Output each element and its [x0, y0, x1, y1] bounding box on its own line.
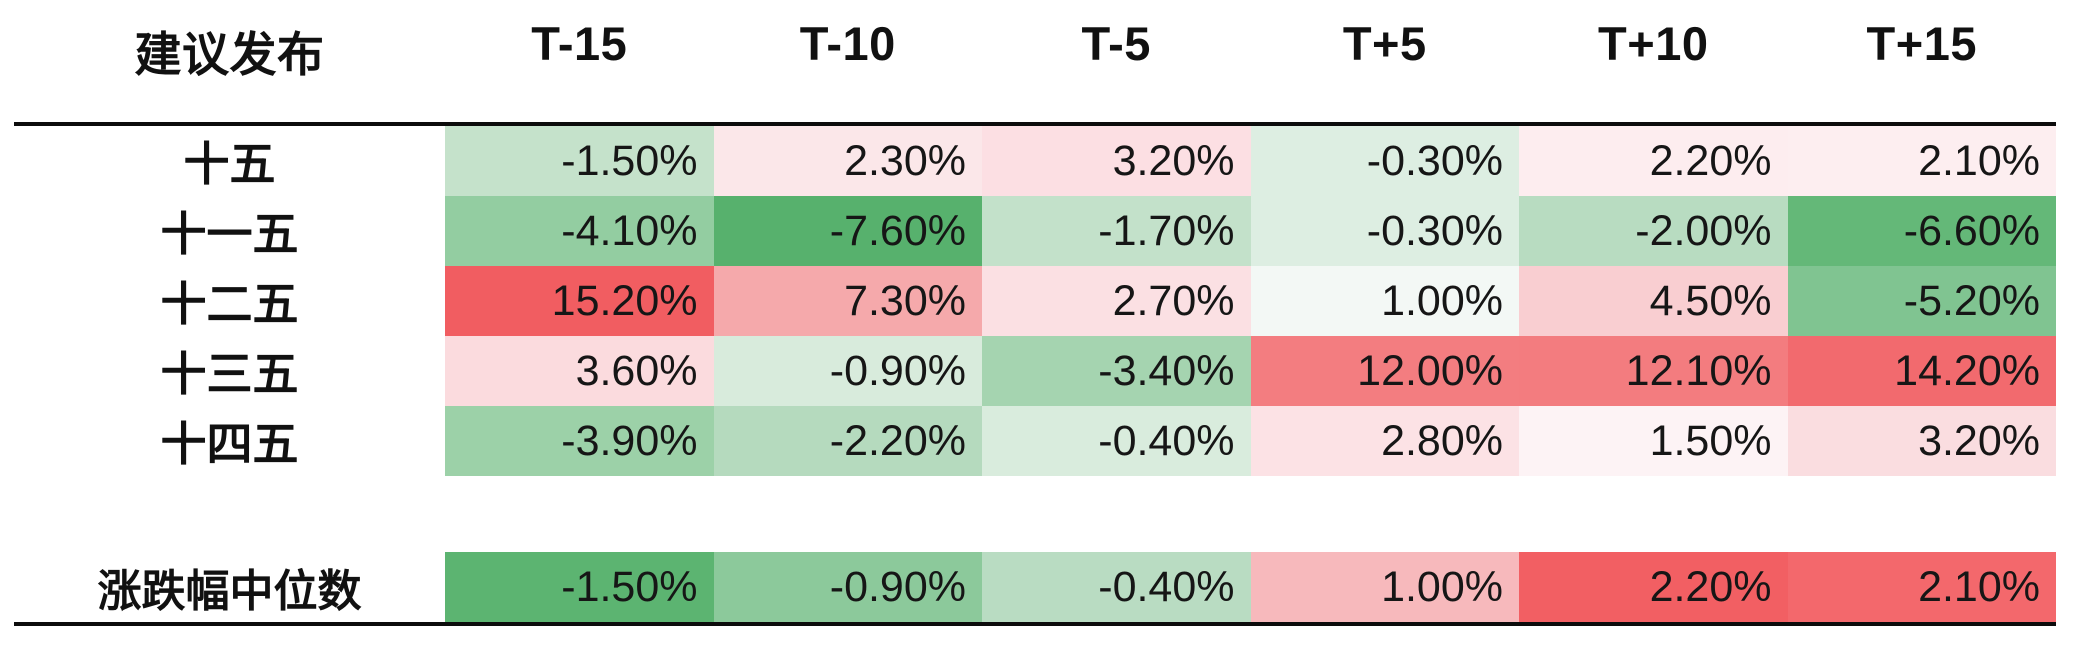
row-label: 十一五 [160, 208, 299, 260]
heatmap-cell: 1.00% [1250, 552, 1519, 622]
col-header-t-plus-15: T+15 [1866, 17, 1977, 70]
heatmap-cell: -1.70% [982, 196, 1251, 266]
table-row: 十三五 3.60% -0.90% -3.40% 12.00% 12.10% 14… [14, 336, 2056, 406]
heatmap-cell: -2.20% [713, 406, 982, 476]
heatmap-cell: -0.40% [982, 406, 1251, 476]
heatmap-cell: 2.80% [1250, 406, 1519, 476]
heatmap-cell: 2.20% [1519, 126, 1788, 196]
heatmap-cell: 15.20% [445, 266, 714, 336]
heatmap-cell: 14.20% [1787, 336, 2056, 406]
heatmap-cell: 2.30% [713, 126, 982, 196]
heatmap-cell: 7.30% [713, 266, 982, 336]
heatmap-cell: 3.20% [982, 126, 1251, 196]
heatmap-cell: -0.30% [1250, 126, 1519, 196]
col-header-t-minus-10: T-10 [799, 17, 896, 70]
heatmap-cell: -4.10% [445, 196, 714, 266]
row-label: 十二五 [160, 278, 299, 330]
heatmap-table: 建议发布 T-15 T-10 T-5 T+5 T+10 T+15 十五 -1.5… [14, 0, 2056, 626]
heatmap-cell: 12.00% [1250, 336, 1519, 406]
col-header-t-plus-10: T+10 [1598, 17, 1709, 70]
heatmap-cell: 3.60% [445, 336, 714, 406]
row-label: 十四五 [160, 418, 299, 470]
heatmap-cell: -3.40% [982, 336, 1251, 406]
heatmap-cell: 2.10% [1787, 552, 2056, 622]
heatmap-cell: -6.60% [1787, 196, 2056, 266]
heatmap-cell: -1.50% [445, 126, 714, 196]
spacer-row [14, 476, 2056, 552]
col-header-t-minus-5: T-5 [1081, 17, 1151, 70]
heatmap-cell: 3.20% [1787, 406, 2056, 476]
heatmap-cell: -3.90% [445, 406, 714, 476]
heatmap-cell: 12.10% [1519, 336, 1788, 406]
heatmap-cell: -2.00% [1519, 196, 1788, 266]
heatmap-cell: -0.40% [982, 552, 1251, 622]
median-row: 涨跌幅中位数 -1.50% -0.90% -0.40% 1.00% 2.20% … [14, 552, 2056, 626]
heatmap-cell: 2.70% [982, 266, 1251, 336]
heatmap-cell: -7.60% [713, 196, 982, 266]
table-row: 十一五 -4.10% -7.60% -1.70% -0.30% -2.00% -… [14, 196, 2056, 266]
heatmap-cell: -0.90% [713, 552, 982, 622]
heatmap-cell: 2.10% [1787, 126, 2056, 196]
table-row: 十五 -1.50% 2.30% 3.20% -0.30% 2.20% 2.10% [14, 126, 2056, 196]
heatmap-cell: 2.20% [1519, 552, 1788, 622]
row-label: 十三五 [160, 348, 299, 400]
heatmap-cell: -1.50% [445, 552, 714, 622]
col-header-t-plus-5: T+5 [1342, 17, 1427, 70]
corner-header: 建议发布 [134, 28, 325, 81]
heatmap-cell: 1.00% [1250, 266, 1519, 336]
heatmap-cell: -0.90% [713, 336, 982, 406]
median-row-label: 涨跌幅中位数 [97, 567, 362, 616]
table-row: 十二五 15.20% 7.30% 2.70% 1.00% 4.50% -5.20… [14, 266, 2056, 336]
heatmap-cell: -5.20% [1787, 266, 2056, 336]
row-label: 十五 [183, 138, 276, 190]
heatmap-cell: 1.50% [1519, 406, 1788, 476]
table-row: 十四五 -3.90% -2.20% -0.40% 2.80% 1.50% 3.2… [14, 406, 2056, 476]
col-header-t-minus-15: T-15 [531, 17, 628, 70]
heatmap-cell: -0.30% [1250, 196, 1519, 266]
header-row: 建议发布 T-15 T-10 T-5 T+5 T+10 T+15 [14, 0, 2056, 126]
heatmap-cell: 4.50% [1519, 266, 1788, 336]
